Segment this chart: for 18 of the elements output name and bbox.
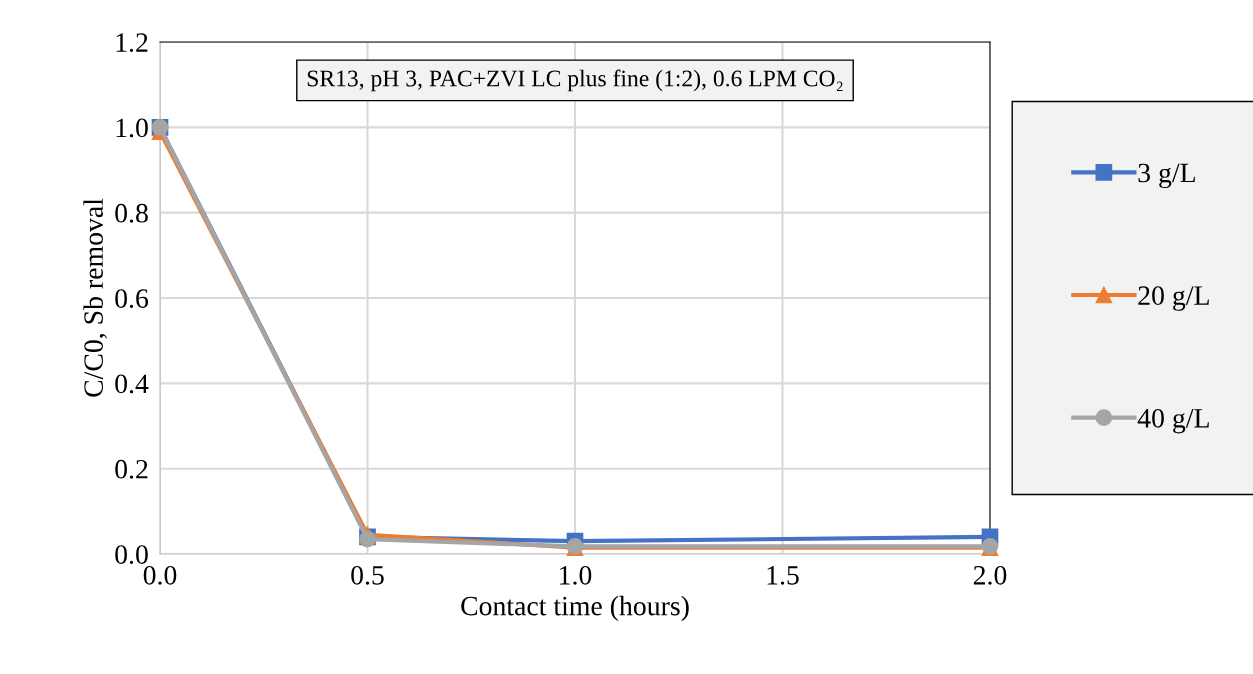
y-tick-label: 1.0	[116, 118, 148, 138]
y-tick-label: 0.6	[115, 289, 149, 309]
y-tick-label: 1.2	[116, 33, 148, 53]
y-axis-title: C/C0, Sb removal	[83, 198, 107, 397]
legend-label: 20 g/L	[1138, 286, 1209, 311]
x-tick-label: 0.5	[351, 565, 384, 585]
x-tick-label: 1.5	[767, 566, 799, 585]
y-tick-label: 0.8	[115, 203, 148, 223]
y-tick-label: 0.2	[115, 459, 148, 479]
x-tick-label: 0.0	[143, 565, 177, 585]
x-axis-title: Contact time (hours)	[461, 595, 689, 622]
x-tick-label: 1.0	[560, 565, 592, 585]
y-tick-label: 0.0	[115, 545, 148, 565]
legend-label: 40 g/L	[1137, 408, 1209, 434]
legend-label: 3 g/L	[1138, 163, 1195, 189]
text: SR13, pH 3, PAC+ZVI LC plus fine (1:2), 0.6 LPM CO₂	[307, 69, 843, 92]
y-tick-label: 0.4	[115, 374, 149, 394]
x-tick-label: 2.0	[973, 565, 1007, 585]
